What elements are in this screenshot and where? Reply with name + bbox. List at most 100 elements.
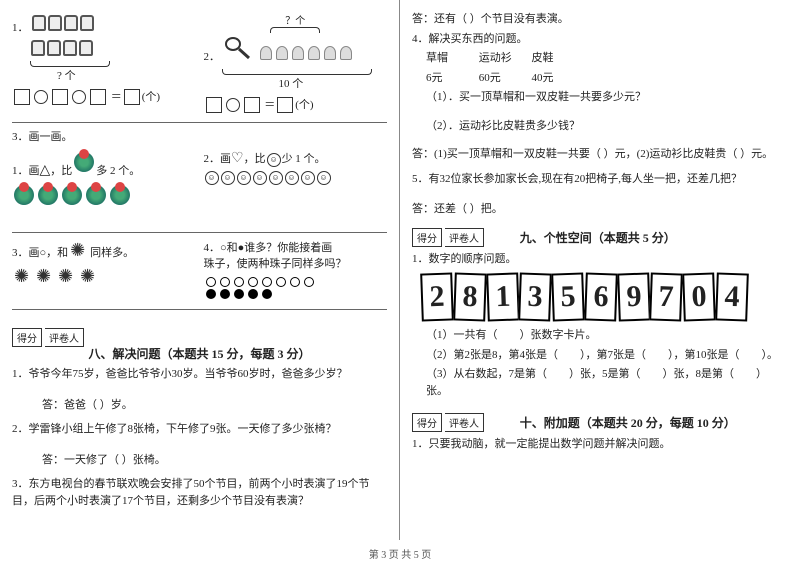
p3-num: 3． [12, 478, 29, 490]
shuttle-icon [260, 46, 272, 60]
p2-ans: 答：一天修了（ ）张椅。 [42, 452, 387, 469]
grader-box: 评卷人 [445, 413, 484, 432]
shuttle-icon [324, 46, 336, 60]
number-card: 3 [518, 272, 552, 321]
number-cards: 2 8 1 3 5 6 9 7 0 4 [422, 273, 788, 321]
p5-num: 5． [412, 173, 429, 185]
p3-ans: 答：还有（ ）个节目没有表演。 [412, 11, 788, 28]
flower-icon [74, 152, 94, 172]
hollow-dot-icon [262, 277, 272, 287]
flower-icon [14, 185, 34, 205]
section-9-header: 得分评卷人 九、个性空间（本题共 5 分） [412, 228, 788, 247]
draw-row-1: 1．画△，比多 2 个。 2．画♡，比☺少 1 个。 ☺☺☺☺☺☺☺☺ [12, 150, 387, 234]
number-card: 1 [486, 272, 520, 321]
p3-text: 东方电视台的春节联欢晚会安排了50个节目，前两个小时表演了19个节目，后两个小时… [12, 478, 370, 507]
problem-8-5: 5．有32位家长参加家长会,现在有20把椅子,每人坐一把，还差几把？ [412, 171, 788, 188]
number-card: 0 [682, 272, 716, 321]
grader-box: 评卷人 [445, 228, 484, 247]
blank-circle [34, 90, 48, 104]
sub4: 4．○和●谁多？你能接着画 珠子，使两种珠子同样多吗？ [204, 239, 388, 303]
smiley-icon: ☺ [237, 171, 251, 185]
sub1-num: 1．画 [12, 165, 40, 177]
shuttle-icon [276, 46, 288, 60]
q2-top: ？个 [204, 12, 388, 27]
picture-problems-row: 1． ? 个 ＝(个) ？个 2． 10 个 ＝(个) [12, 12, 387, 123]
grader-box: 评卷人 [45, 328, 84, 347]
blank-box [277, 97, 293, 113]
p2-text: 学雷锋小组上午修了8张椅，下午修了9张。一天修了多少张椅？ [29, 423, 337, 435]
heart-icon: ♡ [231, 150, 244, 167]
star-icon: ✺ [58, 267, 76, 285]
seq-num: 1． [412, 253, 429, 265]
smiley-icon: ☺ [269, 171, 283, 185]
smiley-icon: ☺ [221, 171, 235, 185]
number-card: 6 [584, 272, 618, 321]
q2-num: 2． [204, 51, 221, 63]
number-card: 2 [420, 272, 454, 321]
flower-icon [38, 185, 58, 205]
smiley-icon: ☺ [285, 171, 299, 185]
equals: ＝ [264, 99, 275, 111]
number-card: 8 [453, 272, 487, 321]
cup-icon [64, 15, 78, 31]
p4-ans: 答：(1)买一顶草帽和一双皮鞋一共要（ ）元，(2)运动衫比皮鞋贵（ ）元。 [412, 146, 788, 163]
shuttle-icon [308, 46, 320, 60]
seq-text: 数字的顺序问题。 [429, 253, 517, 265]
problem-2: ？个 2． 10 个 ＝(个) [204, 12, 388, 116]
flower-icon [110, 185, 130, 205]
smiley-icon: ☺ [301, 171, 315, 185]
smiley-icon: ☺ [267, 153, 281, 167]
brace-icon [270, 27, 320, 33]
hollow-dot-icon [304, 277, 314, 287]
right-column: 答：还有（ ）个节目没有表演。 4．解决买东西的问题。 草帽 运动衫 皮鞋 6元… [400, 0, 800, 540]
smiley-icon: ☺ [205, 171, 219, 185]
cup-icon [63, 40, 77, 56]
sub1-t1: ，比 [50, 165, 72, 177]
sub1-suffix: 多 2 个。 [96, 165, 140, 177]
p4b: （2）．运动衫比皮鞋贵多少钱？ [426, 118, 788, 135]
blank-circle [226, 98, 240, 112]
tv2: 60元 [479, 70, 529, 87]
blank-box [206, 97, 222, 113]
unit: (个) [142, 91, 160, 103]
sub2: 2．画♡，比☺少 1 个。 ☺☺☺☺☺☺☺☺ [204, 150, 388, 227]
hollow-dot-icon [220, 277, 230, 287]
blank-box [52, 89, 68, 105]
hollow-dot-icon [276, 277, 286, 287]
p4a: （1）．买一顶草帽和一双皮鞋一共要多少元？ [426, 89, 788, 106]
blank-box [90, 89, 106, 105]
q1-label: ? 个 [57, 67, 196, 83]
tv3: 40元 [532, 70, 582, 87]
shuttle-icon [292, 46, 304, 60]
smiley-icon: ☺ [253, 171, 267, 185]
shuttle-icon [340, 46, 352, 60]
sub1: 1．画△，比 多 2 个。 [12, 150, 196, 227]
hollow-dot-icon [206, 277, 216, 287]
number-card: 5 [551, 272, 585, 321]
cup-icon [79, 40, 93, 56]
section-9-title: 九、个性空间（本题共 5 分） [520, 231, 676, 245]
solid-dot-icon [262, 289, 272, 299]
problem-1: 1． ? 个 ＝(个) [12, 12, 196, 116]
hollow-dot-icon [290, 277, 300, 287]
q1-num: 1． [12, 22, 29, 34]
smiley-icon: ☺ [317, 171, 331, 185]
p5-text: 有32位家长参加家长会,现在有20把椅子,每人坐一把，还差几把？ [429, 173, 743, 185]
cup-icon [48, 15, 62, 31]
triangle-icon: △ [40, 162, 51, 179]
p4-num: 4． [412, 33, 429, 45]
racket-icon [223, 36, 251, 60]
star-icon: ✺ [80, 267, 98, 285]
p5-ans: 答：还差（ ）把。 [412, 201, 788, 218]
extra-1: 1．只要我动脑，就一定能提出数学问题并解决问题。 [412, 436, 788, 453]
sub2-t1: ，比 [244, 153, 266, 165]
star-icon: ✺ [14, 267, 32, 285]
sub3-t1: ，和 [46, 247, 68, 259]
sub2-suffix: 少 1 个。 [282, 153, 326, 165]
hollow-dot-icon [234, 277, 244, 287]
section-8-header: 得分评卷人 八、解决问题（本题共 15 分，每题 3 分） [12, 328, 387, 362]
p1-ans: 答：爸爸（ ）岁。 [42, 397, 387, 414]
sub2-num: 2．画 [204, 153, 232, 165]
seq-a: （1）一共有（ ）张数字卡片。 [426, 327, 788, 344]
tv1: 6元 [426, 70, 476, 87]
